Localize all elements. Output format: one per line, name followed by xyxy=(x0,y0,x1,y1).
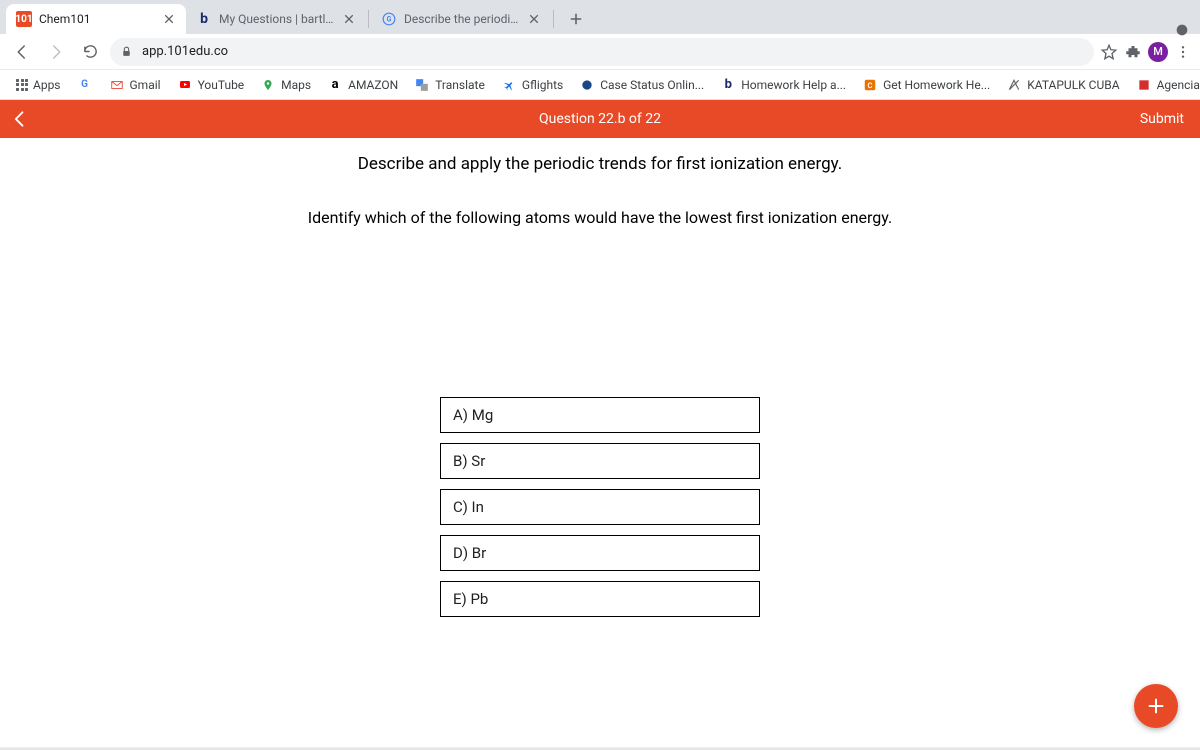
bartleby-icon: b xyxy=(720,77,736,93)
question-subheading: Identify which of the following atoms wo… xyxy=(0,208,1200,227)
browser-tab[interactable]: G Describe the periodic trends fo xyxy=(371,4,551,34)
back-button[interactable] xyxy=(8,38,36,66)
tab-favicon: G xyxy=(381,11,397,27)
bookmark-item[interactable]: C Get Homework He... xyxy=(856,73,996,97)
submit-button[interactable]: Submit xyxy=(1124,111,1200,127)
bookmark-item[interactable]: G xyxy=(71,73,99,97)
bookmark-item[interactable]: Maps xyxy=(254,73,317,97)
bookmark-label: Agencia Supermar... xyxy=(1157,78,1200,92)
extensions-icon[interactable] xyxy=(1124,43,1142,61)
bookmark-label: Gflights xyxy=(522,78,563,92)
bookmark-item[interactable]: Gmail xyxy=(103,73,167,97)
bookmark-label: Apps xyxy=(33,78,61,92)
gmail-icon xyxy=(109,77,125,93)
apps-bookmark[interactable]: Apps xyxy=(10,74,67,96)
bookmark-item[interactable]: YouTube xyxy=(171,73,251,97)
answer-option[interactable]: B) Sr xyxy=(440,443,760,479)
close-icon[interactable] xyxy=(342,12,356,26)
question-heading: Describe and apply the periodic trends f… xyxy=(0,154,1200,174)
tab-favicon: b xyxy=(196,11,212,27)
browser-toolbar: app.101edu.co M xyxy=(0,34,1200,70)
bookmark-item[interactable]: a AMAZON xyxy=(321,73,404,97)
close-icon[interactable] xyxy=(527,12,541,26)
flights-icon xyxy=(501,77,517,93)
toolbar-actions: M xyxy=(1100,42,1192,62)
bookmark-label: AMAZON xyxy=(348,78,398,92)
bookmark-label: Translate xyxy=(435,78,485,92)
katapulk-icon xyxy=(1006,77,1022,93)
bookmark-label: Homework Help a... xyxy=(741,78,846,92)
apps-grid-icon xyxy=(16,79,28,91)
browser-chrome: 101 Chem101 b My Questions | bartleby G … xyxy=(0,0,1200,100)
maps-icon xyxy=(260,77,276,93)
answer-option[interactable]: D) Br xyxy=(440,535,760,571)
new-tab-button[interactable] xyxy=(562,5,590,33)
lock-icon xyxy=(120,45,134,59)
answer-option[interactable]: E) Pb xyxy=(440,581,760,617)
bookmark-item[interactable]: Agencia Supermar... xyxy=(1130,73,1200,97)
tab-title: Describe the periodic trends fo xyxy=(404,12,520,26)
kebab-menu-icon[interactable] xyxy=(1174,43,1192,61)
answer-option[interactable]: C) In xyxy=(440,489,760,525)
bookmark-label: Get Homework He... xyxy=(883,78,990,92)
bookmark-label: Case Status Onlin... xyxy=(600,78,704,92)
bookmark-item[interactable]: Translate xyxy=(408,73,491,97)
answer-option[interactable]: A) Mg xyxy=(440,397,760,433)
tab-title: My Questions | bartleby xyxy=(219,12,335,26)
bookmark-label: Gmail xyxy=(130,78,161,92)
bookmark-item[interactable]: KATAPULK CUBA xyxy=(1000,73,1125,97)
generic-icon xyxy=(579,77,595,93)
chevron-down-icon[interactable] xyxy=(1174,22,1186,34)
bookmark-label: Maps xyxy=(281,78,311,92)
bookmarks-bar: Apps G Gmail YouTube Maps a AMAZON xyxy=(0,70,1200,100)
question-content: Describe and apply the periodic trends f… xyxy=(0,138,1200,617)
close-icon[interactable] xyxy=(162,12,176,26)
chegg-icon: C xyxy=(862,77,878,93)
question-header: Question 22.b of 22 Submit xyxy=(0,100,1200,138)
reload-button[interactable] xyxy=(76,38,104,66)
amazon-icon: a xyxy=(327,77,343,93)
translate-icon xyxy=(414,77,430,93)
tab-strip-actions xyxy=(1174,22,1194,34)
tab-separator xyxy=(368,10,369,28)
browser-tab[interactable]: 101 Chem101 xyxy=(6,4,186,34)
tab-favicon: 101 xyxy=(16,11,32,27)
question-back-button[interactable] xyxy=(0,109,40,129)
bookmark-label: KATAPULK CUBA xyxy=(1027,78,1119,92)
bookmark-star-icon[interactable] xyxy=(1100,43,1118,61)
url-text: app.101edu.co xyxy=(142,44,1084,59)
tab-separator xyxy=(553,10,554,28)
bookmark-item[interactable]: Gflights xyxy=(495,73,569,97)
youtube-icon xyxy=(177,77,193,93)
svg-text:G: G xyxy=(387,15,392,23)
answer-options: A) Mg B) Sr C) In D) Br E) Pb xyxy=(0,397,1200,617)
generic-icon xyxy=(1136,77,1152,93)
tab-strip: 101 Chem101 b My Questions | bartleby G … xyxy=(0,0,1200,34)
bookmark-item[interactable]: Case Status Onlin... xyxy=(573,73,710,97)
add-fab-button[interactable] xyxy=(1134,684,1178,728)
tab-title: Chem101 xyxy=(39,12,155,26)
address-bar[interactable]: app.101edu.co xyxy=(110,38,1094,66)
svg-text:C: C xyxy=(868,80,873,89)
bookmark-label: YouTube xyxy=(198,78,245,92)
profile-avatar[interactable]: M xyxy=(1148,42,1168,62)
bookmark-item[interactable]: b Homework Help a... xyxy=(714,73,852,97)
google-icon: G xyxy=(77,77,93,93)
question-progress: Question 22.b of 22 xyxy=(539,111,661,127)
forward-button[interactable] xyxy=(42,38,70,66)
browser-tab[interactable]: b My Questions | bartleby xyxy=(186,4,366,34)
